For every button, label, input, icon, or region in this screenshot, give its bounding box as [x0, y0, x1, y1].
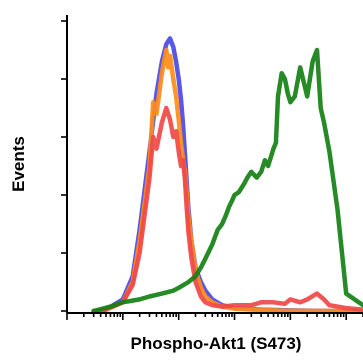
x-axis-title: Phospho-Akt1 (S473) — [131, 334, 302, 353]
series-layer — [91, 36, 363, 314]
y-axis-title: Events — [9, 136, 28, 192]
ticks-layer — [61, 20, 363, 320]
histogram-series-4 — [91, 47, 363, 314]
histogram-series-3 — [91, 105, 363, 314]
axes-layer — [66, 15, 363, 314]
